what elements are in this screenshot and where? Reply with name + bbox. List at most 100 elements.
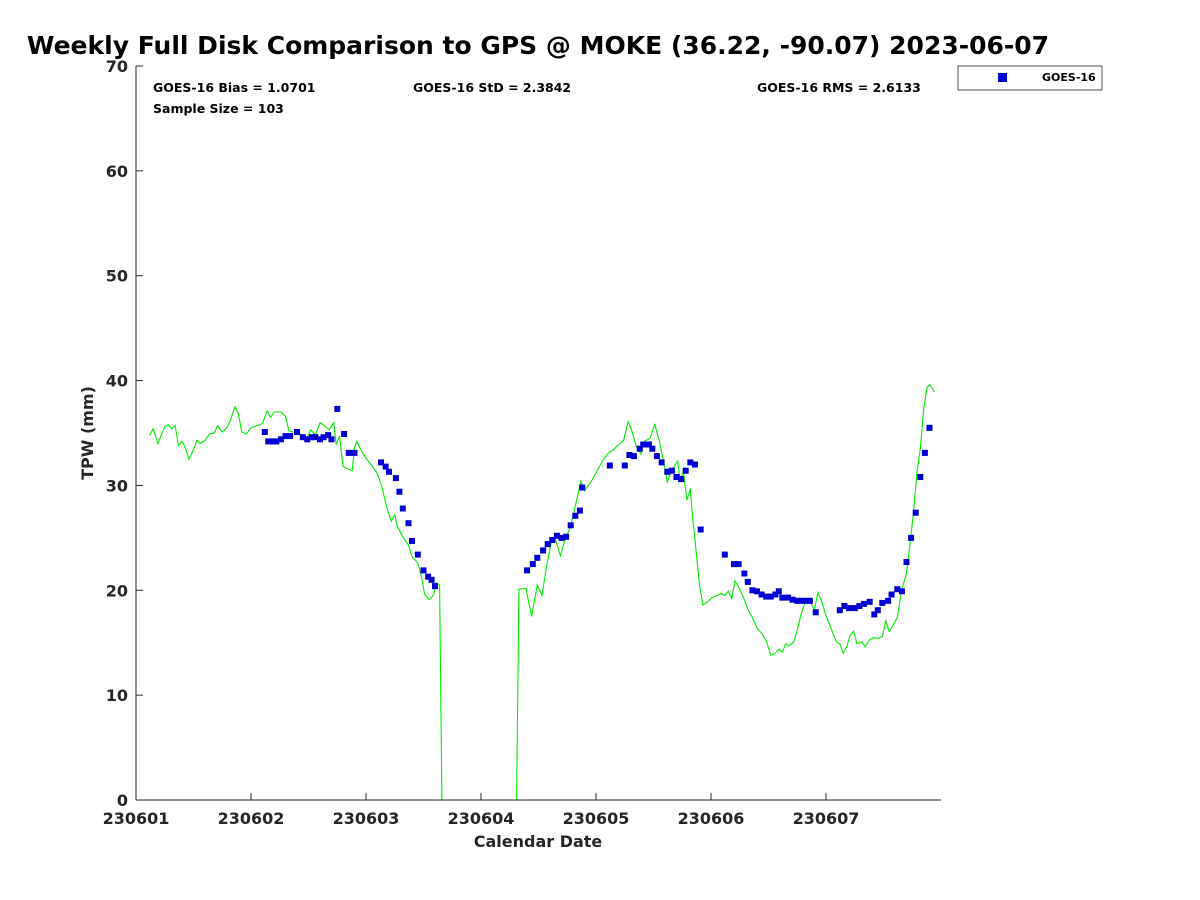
goes16-point [579,484,586,491]
goes16-point [328,436,335,443]
goes16-point [874,607,881,614]
goes16-point [287,433,294,440]
plot-frame [136,66,941,800]
goes16-point [399,505,406,512]
y-tick-label: 60 [106,162,128,181]
goes16-point [658,459,665,466]
goes16-point [576,507,583,514]
goes16-point [299,434,306,441]
goes16-point [265,438,272,445]
x-axis-ticks: 230601 230602 230603 230604 230605 230606 2306… [103,793,860,828]
goes16-point [386,468,392,475]
goes16-point [789,596,796,603]
x-tick-label: 230605 [563,809,630,828]
goes16-point [282,433,289,440]
x-tick-label: 230601 [103,809,170,828]
goes16-point [903,559,910,565]
goes16-point [630,453,637,460]
gps-series [149,384,935,801]
goes16-point [836,607,843,614]
goes16-point [678,476,685,483]
goes16-point [320,434,327,441]
goes16-point [687,459,694,466]
goes16-point [534,554,541,561]
goes16-point [775,588,782,595]
goes16-point [664,468,671,475]
legend: GOES-16 [957,65,1103,91]
goes16-point [345,449,352,456]
goes16-point [879,599,886,606]
goes16-point [846,605,852,612]
goes16-point [741,570,748,577]
goes16-point [772,591,779,598]
goes16-point [721,551,728,558]
goes16-point [304,436,311,443]
goes16-point [524,567,530,574]
goes16-point [749,587,756,594]
goes16-point [414,551,421,558]
goes16-point [563,533,570,540]
goes16-point [396,488,403,495]
goes16-point [798,597,805,604]
stat-rms: GOES-16 RMS = 2.6133 [757,80,921,95]
y-tick-label: 40 [106,372,128,391]
goes16-point [894,586,901,593]
goes16-point [806,597,813,604]
goes16-point [432,583,438,590]
goes16-point [420,567,427,574]
stat-sample-size: Sample Size = 103 [153,101,284,116]
goes16-point [926,424,933,431]
goes16-point [917,474,924,480]
y-tick-label: 0 [117,791,128,810]
goes16-point [744,578,751,585]
goes16-point [540,547,547,554]
goes16-point [921,449,928,456]
legend-label-goes16: GOES-16 [1042,71,1096,84]
x-tick-label: 230606 [678,809,745,828]
goes16-point [888,591,895,598]
goes16-point [317,436,323,443]
goes16-point [841,603,848,609]
y-tick-label: 70 [106,57,128,76]
goes16-point [731,561,737,568]
goes16-point [261,429,268,435]
goes16-point [779,594,786,601]
goes16-point [851,605,858,612]
goes16-point [425,573,432,580]
goes16-series [261,405,933,618]
plot-area [135,66,941,801]
goes16-point [567,522,574,529]
goes16-point [885,597,892,604]
stat-bias: GOES-16 Bias = 1.0701 [153,80,315,95]
goes16-point [273,438,280,445]
goes16-point [378,459,384,466]
goes16-point [277,436,284,443]
goes16-point [269,438,276,445]
goes16-point [428,576,435,583]
stat-std: GOES-16 StD = 2.3842 [413,80,571,95]
x-axis-label: Calendar Date [474,832,603,851]
y-axis-label: TPW (mm) [78,386,97,480]
goes16-point [785,594,792,601]
x-tick-label: 230603 [333,809,400,828]
legend-marker-goes16 [998,73,1007,82]
goes16-point [308,434,315,441]
goes16-point [653,453,660,460]
y-axis-ticks: 0 10 20 30 40 50 60 70 [106,57,143,810]
goes16-point [325,432,332,439]
y-tick-label: 10 [106,686,128,705]
goes16-point [558,534,565,541]
goes16-point [649,445,656,452]
gps-line [149,384,935,801]
goes16-point [294,429,300,435]
x-tick-label: 230607 [793,809,860,828]
goes16-point [754,588,760,595]
goes16-point [572,512,579,519]
goes16-point [553,532,560,539]
goes16-point [871,611,878,618]
goes16-point [866,598,873,605]
goes16-point [912,509,919,516]
goes16-point [636,445,643,452]
goes16-point [856,603,863,609]
goes16-point [544,541,551,548]
